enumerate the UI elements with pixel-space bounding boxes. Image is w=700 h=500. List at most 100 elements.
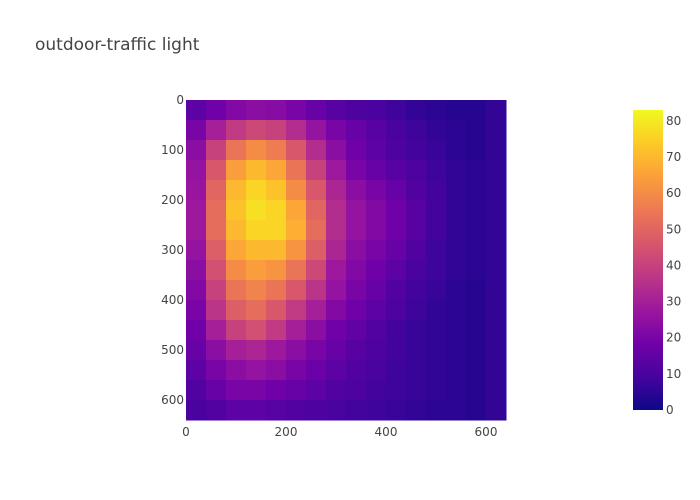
heatmap-cell [326, 120, 347, 141]
heatmap-cell [386, 140, 407, 161]
heatmap-cell [366, 280, 387, 301]
heatmap-cell [226, 280, 247, 301]
heatmap-cell [346, 400, 367, 421]
heatmap-cell [326, 320, 347, 341]
heatmap-cell [386, 200, 407, 221]
heatmap-cell [326, 400, 347, 421]
heatmap-cell [406, 320, 427, 341]
heatmap-cell [386, 400, 407, 421]
heatmap-cell [266, 200, 287, 221]
heatmap-cell [246, 280, 267, 301]
heatmap-cell [266, 340, 287, 361]
y-tick-label: 0 [176, 93, 184, 107]
heatmap-cell [306, 180, 327, 201]
heatmap-cell [486, 200, 507, 221]
heatmap-cell [426, 360, 447, 381]
heatmap-cell [366, 380, 387, 401]
heatmap-cell [286, 140, 307, 161]
heatmap-cell [266, 260, 287, 281]
heatmap-cell [406, 300, 427, 321]
x-tick-label: 0 [182, 425, 190, 439]
heatmap-cell [326, 380, 347, 401]
heatmap-cell [246, 140, 267, 161]
heatmap-cell [346, 340, 367, 361]
heatmap-cell [226, 340, 247, 361]
heatmap-cell [186, 100, 207, 121]
heatmap-cell [466, 100, 487, 121]
heatmap-cell [306, 400, 327, 421]
heatmap-cell [186, 200, 207, 221]
heatmap-cells [186, 100, 507, 421]
colorbar-tick-label: 10 [666, 367, 681, 381]
heatmap-cell [186, 300, 207, 321]
heatmap-cell [286, 280, 307, 301]
heatmap-cell [486, 340, 507, 361]
heatmap-cell [466, 360, 487, 381]
heatmap-cell [466, 180, 487, 201]
heatmap-cell [206, 240, 227, 261]
heatmap-cell [446, 260, 467, 281]
heatmap-cell [206, 340, 227, 361]
heatmap-cell [226, 220, 247, 241]
heatmap-cell [466, 240, 487, 261]
heatmap-cell [326, 280, 347, 301]
heatmap-cell [386, 220, 407, 241]
heatmap-cell [186, 380, 207, 401]
heatmap-cell [386, 300, 407, 321]
heatmap-cell [486, 400, 507, 421]
heatmap-cell [326, 340, 347, 361]
heatmap-cell [186, 180, 207, 201]
heatmap-cell [386, 360, 407, 381]
heatmap-cell [306, 340, 327, 361]
heatmap-cell [386, 120, 407, 141]
heatmap-cell [266, 240, 287, 261]
heatmap-cell [346, 200, 367, 221]
heatmap-cell [246, 400, 267, 421]
heatmap-cell [366, 340, 387, 361]
heatmap-cell [226, 360, 247, 381]
y-tick-label: 100 [161, 143, 184, 157]
colorbar-ticks: 0 10 20 30 40 50 60 70 80 [666, 114, 681, 417]
heatmap-cell [406, 160, 427, 181]
heatmap-cell [406, 140, 427, 161]
heatmap-cell [186, 400, 207, 421]
colorbar-tick-label: 50 [666, 222, 681, 236]
heatmap-cell [326, 300, 347, 321]
heatmap-cell [206, 220, 227, 241]
heatmap-cell [466, 120, 487, 141]
heatmap-cell [486, 140, 507, 161]
heatmap-cell [366, 180, 387, 201]
heatmap-cell [486, 160, 507, 181]
heatmap-cell [466, 280, 487, 301]
heatmap-cell [246, 100, 267, 121]
heatmap-cell [286, 180, 307, 201]
heatmap-cell [186, 360, 207, 381]
heatmap-cell [446, 180, 467, 201]
heatmap-cell [466, 300, 487, 321]
heatmap-cell [186, 260, 207, 281]
heatmap-cell [306, 140, 327, 161]
heatmap-cell [426, 200, 447, 221]
heatmap-cell [386, 320, 407, 341]
x-axis-ticks: 0 200 400 600 [182, 425, 497, 439]
heatmap-cell [306, 100, 327, 121]
heatmap-cell [366, 220, 387, 241]
heatmap-cell [406, 220, 427, 241]
heatmap-cell [286, 200, 307, 221]
heatmap-cell [426, 100, 447, 121]
heatmap-cell [446, 380, 467, 401]
heatmap-cell [266, 320, 287, 341]
heatmap-cell [486, 240, 507, 261]
heatmap-cell [186, 280, 207, 301]
heatmap-cell [446, 400, 467, 421]
heatmap-cell [466, 380, 487, 401]
heatmap-cell [266, 400, 287, 421]
heatmap-cell [366, 260, 387, 281]
heatmap-cell [446, 140, 467, 161]
heatmap-cell [486, 380, 507, 401]
heatmap-cell [326, 100, 347, 121]
heatmap-cell [226, 400, 247, 421]
heatmap-cell [426, 280, 447, 301]
heatmap-cell [406, 280, 427, 301]
heatmap-cell [206, 380, 227, 401]
